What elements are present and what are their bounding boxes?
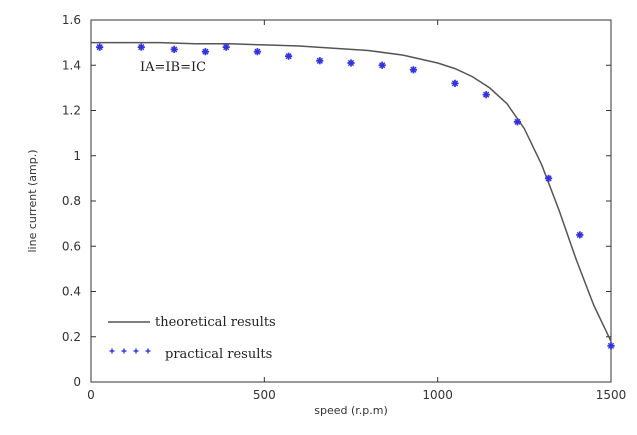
data-point-practical (253, 48, 261, 56)
y-tick-label: 1.4 (62, 58, 81, 72)
data-point-practical (137, 43, 145, 51)
y-tick-label: 1.2 (62, 104, 81, 118)
y-tick-label: 1 (73, 149, 81, 163)
data-point-practical (170, 45, 178, 54)
data-point-practical (347, 59, 355, 67)
data-point-practical (285, 52, 293, 60)
data-point-practical (451, 79, 459, 87)
legend-label-practical: practical results (165, 347, 272, 362)
legend-point-swatch (109, 348, 151, 354)
current-equality-annotation: IA=IB=IC (140, 60, 206, 75)
y-tick-label: 0.2 (62, 330, 81, 344)
legend-point-mark (109, 348, 115, 354)
data-point-practical (576, 231, 584, 239)
x-axis-label: speed (r.p.m) (314, 404, 388, 417)
y-tick-label: 0.6 (62, 239, 81, 253)
legend-point-mark (145, 348, 151, 354)
data-point-practical (513, 118, 521, 126)
legend-label-theoretical: theoretical results (155, 315, 276, 330)
data-point-practical (222, 43, 230, 51)
x-tick-label: 1000 (422, 388, 453, 402)
legend: theoretical results practical results (108, 315, 276, 362)
y-tick-label: 0.4 (62, 285, 81, 299)
x-tick-label: 1500 (596, 388, 627, 402)
data-point-practical (316, 57, 324, 65)
x-tick-label: 0 (87, 388, 95, 402)
y-axis-label: line current (amp.) (26, 149, 39, 252)
y-tick-label: 0 (73, 375, 81, 389)
y-tick-label: 0.8 (62, 194, 81, 208)
data-point-practical (201, 48, 209, 56)
series-line-theoretical (91, 41, 612, 342)
legend-point-mark (133, 348, 139, 354)
data-point-practical (378, 61, 386, 69)
data-point-practical (96, 43, 104, 51)
data-point-practical (409, 66, 417, 74)
data-point-practical (482, 91, 490, 99)
data-point-practical (545, 174, 553, 182)
y-tick-label: 1.6 (62, 13, 81, 27)
data-point-practical (607, 342, 615, 350)
legend-point-mark (121, 348, 127, 354)
x-tick-label: 500 (253, 388, 276, 402)
